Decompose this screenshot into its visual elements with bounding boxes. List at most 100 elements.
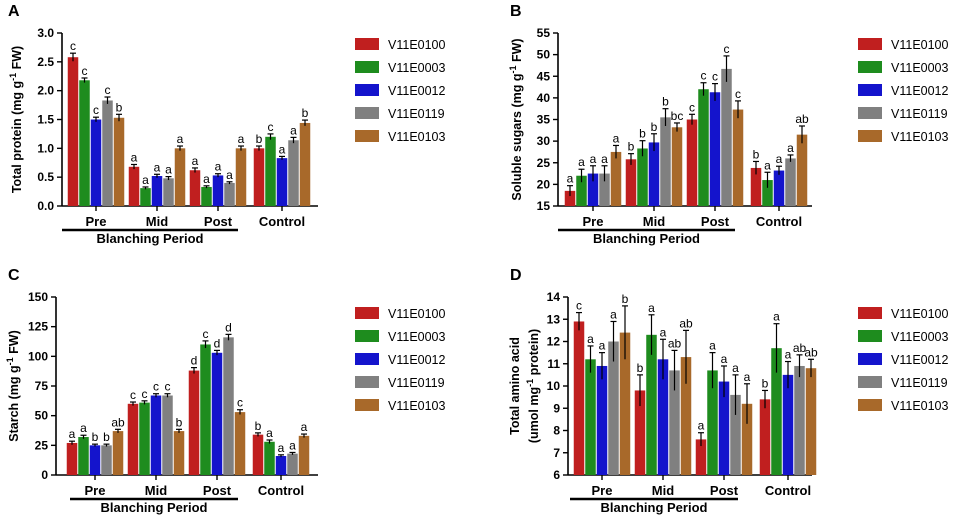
significance-label: ab: [111, 415, 125, 429]
bar: [234, 412, 246, 475]
x-tick-label: Pre: [583, 214, 604, 229]
legend-label: V11E0003: [891, 61, 949, 75]
bar: [671, 127, 683, 206]
significance-label: bc: [671, 109, 684, 123]
significance-label: ab: [795, 112, 809, 126]
significance-label: a: [773, 310, 780, 324]
legend-swatch: [858, 376, 882, 388]
x-tick-label: Mid: [652, 483, 674, 498]
bar: [669, 370, 680, 475]
bar: [718, 381, 730, 475]
bar: [599, 173, 610, 206]
significance-label: b: [662, 95, 669, 109]
significance-label: a: [80, 421, 87, 435]
y-axis-title-sup: -1: [525, 379, 535, 387]
bar: [162, 395, 173, 475]
legend-swatch: [858, 399, 882, 411]
legend-label: V11E0100: [891, 307, 949, 321]
y-tick-label: 15: [537, 199, 551, 213]
y-tick-label: 1.0: [37, 141, 54, 155]
y-tick-label: 0.5: [37, 170, 54, 184]
y-tick-label: 1.5: [37, 113, 54, 127]
significance-label: b: [622, 292, 629, 306]
legend-swatch: [355, 130, 379, 142]
significance-label: c: [70, 39, 76, 53]
y-axis-title-part: FW): [10, 46, 24, 73]
bar: [189, 170, 201, 206]
y-tick-label: 0: [41, 468, 48, 482]
significance-label: c: [735, 87, 741, 101]
y-tick-label: 40: [537, 91, 551, 105]
significance-label: a: [764, 158, 771, 172]
y-tick-label: 20: [537, 177, 551, 191]
bar: [173, 431, 185, 475]
x-tick-label: Post: [710, 483, 739, 498]
y-axis-title: Soluble sugars (mg g-1 FW): [508, 38, 524, 200]
bar: [773, 170, 785, 206]
y-axis-title-line2: (umol mg-1 protein): [525, 329, 541, 443]
bar: [128, 166, 140, 206]
significance-label: c: [576, 299, 582, 313]
significance-label: c: [142, 387, 148, 401]
significance-label: a: [776, 152, 783, 166]
significance-label: b: [302, 106, 309, 120]
bar: [646, 334, 657, 475]
bar: [265, 136, 276, 206]
bar: [750, 167, 762, 206]
bar: [741, 403, 753, 475]
y-tick-label: 14: [547, 290, 561, 304]
significance-label: b: [116, 100, 123, 114]
bar: [619, 332, 631, 475]
legend-swatch: [858, 353, 882, 365]
bar: [782, 374, 794, 475]
bar: [608, 341, 619, 475]
y-axis-title-sup: -1: [508, 65, 518, 73]
x-tick-label: Pre: [592, 483, 613, 498]
legend-swatch: [355, 307, 379, 319]
significance-label: d: [191, 354, 198, 368]
y-axis-title-sup: -1: [5, 357, 15, 365]
y-axis-title-part: Total protein (mg g: [10, 81, 24, 193]
legend-swatch: [355, 399, 379, 411]
y-tick-label: 25: [537, 156, 551, 170]
bar: [275, 456, 287, 475]
significance-label: a: [69, 427, 76, 441]
significance-label: c: [237, 396, 243, 410]
legend-label: V11E0100: [891, 38, 949, 52]
y-tick-label: 75: [35, 379, 49, 393]
legend-label: V11E0012: [388, 353, 446, 367]
x-tick-label: Control: [765, 483, 811, 498]
bar: [264, 441, 275, 475]
bar: [212, 175, 224, 206]
significance-label: a: [601, 152, 608, 166]
bar: [89, 445, 101, 475]
significance-label: a: [266, 426, 273, 440]
y-tick-label: 150: [28, 290, 48, 304]
bar: [637, 148, 648, 206]
bar: [78, 437, 89, 475]
bar: [276, 158, 288, 206]
bar: [288, 140, 299, 206]
bar: [253, 148, 265, 206]
bar: [127, 403, 139, 475]
significance-label: a: [590, 152, 597, 166]
bar: [610, 151, 622, 206]
y-tick-label: 55: [537, 26, 551, 40]
legend-swatch: [355, 330, 379, 342]
legend-swatch: [355, 84, 379, 96]
chart-panel-a: A 0.0 0.5 1.0 1.5 2.0 2.5 3.0 Total protein (mg …: [8, 3, 446, 246]
significance-label: a: [587, 332, 594, 346]
significance-label: ab: [668, 336, 682, 350]
significance-label: c: [701, 69, 707, 83]
significance-label: a: [301, 420, 308, 434]
bar: [730, 394, 741, 475]
significance-label: ab: [679, 316, 693, 330]
significance-label: a: [142, 173, 149, 187]
significance-label: b: [753, 147, 760, 161]
bar: [686, 119, 698, 206]
significance-label: b: [256, 132, 263, 146]
bar: [732, 109, 744, 206]
bar: [585, 359, 596, 475]
significance-label: d: [225, 320, 232, 334]
bar: [101, 445, 112, 475]
